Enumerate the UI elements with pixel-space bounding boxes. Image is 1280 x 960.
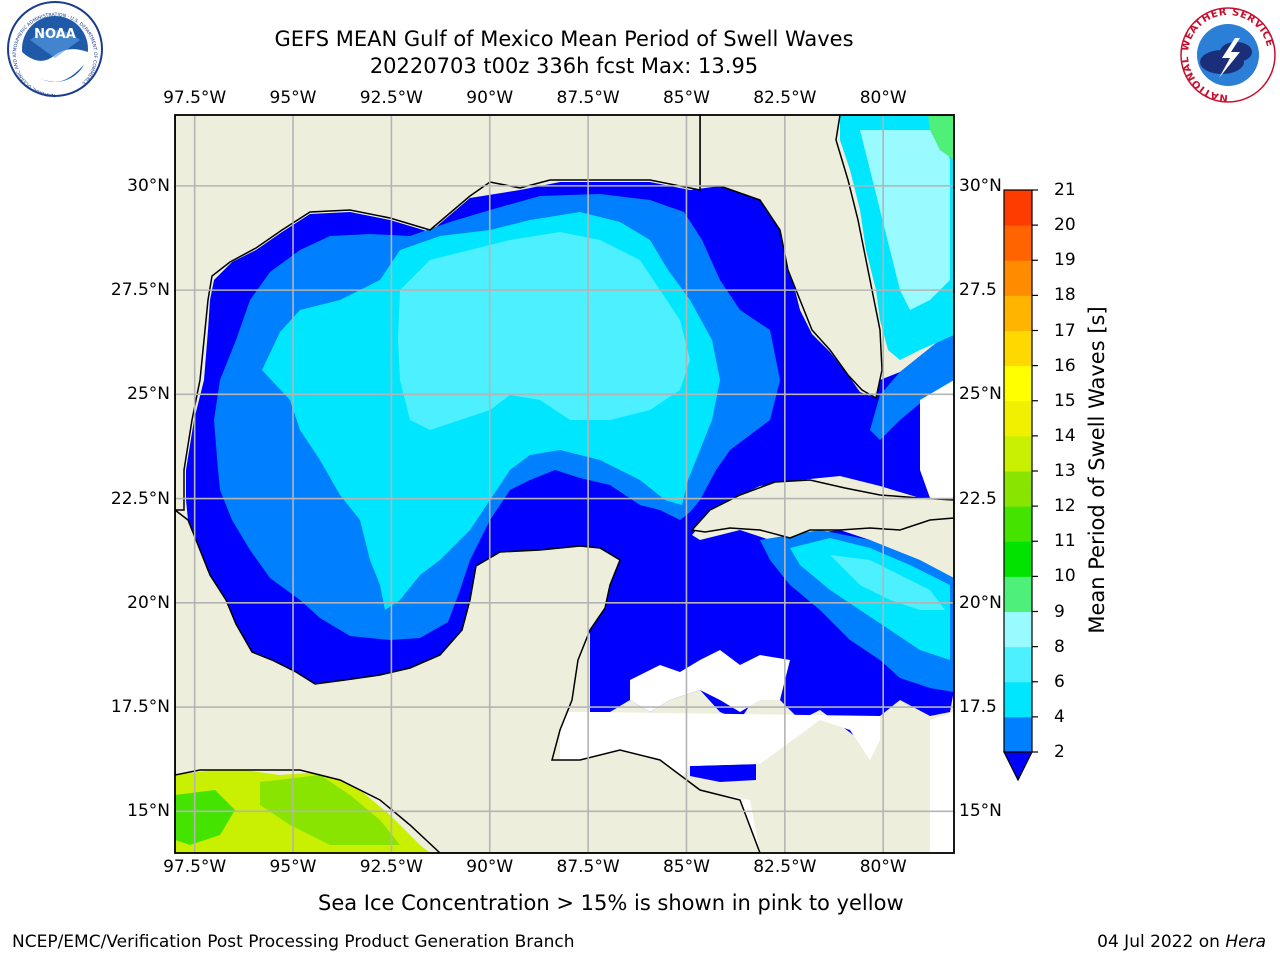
longitude-label: 87.5°W bbox=[556, 857, 620, 877]
colorbar-segment bbox=[1004, 506, 1032, 542]
colorbar-tick-label: 15 bbox=[1054, 390, 1076, 411]
latitude-label-right: 25°N bbox=[959, 384, 1002, 405]
longitude-label: 80°W bbox=[859, 88, 907, 108]
longitude-label: 92.5°W bbox=[359, 857, 423, 877]
latitude-label-right: 20°N bbox=[959, 592, 1002, 613]
longitude-label: 80°W bbox=[859, 857, 907, 877]
footer-branch: NCEP/EMC/Verification Post Processing Pr… bbox=[12, 932, 575, 952]
cuba-land bbox=[690, 479, 954, 539]
longitude-label: 90°W bbox=[466, 88, 514, 108]
north-coast-land bbox=[175, 115, 701, 511]
atlantic-water-green bbox=[928, 115, 954, 160]
colorbar-tick-label: 12 bbox=[1054, 496, 1076, 517]
colorbar-tick-label: 6 bbox=[1054, 671, 1065, 692]
longitude-label: 92.5°W bbox=[359, 88, 423, 108]
colorbar-tick-label: 9 bbox=[1054, 601, 1065, 622]
footer-date: 04 Jul 2022 on Hera bbox=[1097, 932, 1266, 952]
colorbar-tick-label: 13 bbox=[1054, 461, 1076, 481]
colorbar-tick-label: 16 bbox=[1054, 355, 1076, 376]
colorbar-segment bbox=[1004, 330, 1032, 367]
footer-date-text: 04 Jul 2022 on bbox=[1097, 932, 1226, 952]
longitude-label: 90°W bbox=[466, 857, 514, 877]
longitude-label: 95°W bbox=[269, 857, 317, 877]
longitude-label: 95°W bbox=[269, 88, 317, 108]
colorbar-segment bbox=[1004, 435, 1032, 472]
latitude-label: 30°N bbox=[127, 175, 170, 196]
latitude-label-right: 27.5 bbox=[959, 280, 997, 301]
colorbar-tick-label: 21 bbox=[1054, 180, 1076, 200]
no-data-yucatan-channel bbox=[630, 650, 790, 712]
colorbar-segment bbox=[1004, 365, 1032, 402]
colorbar-segment bbox=[1004, 716, 1032, 753]
atlantic-mid bbox=[870, 335, 954, 440]
longitude-label: 97.5°W bbox=[163, 857, 227, 877]
map-area bbox=[175, 115, 954, 853]
latitude-label: 20°N bbox=[127, 592, 170, 613]
colorbar-segment bbox=[1004, 295, 1032, 331]
colorbar-tick-label: 8 bbox=[1054, 636, 1065, 657]
latitude-label-right: 30°N bbox=[959, 175, 1002, 196]
latitude-label: 17.5°N bbox=[110, 697, 170, 718]
colorbar-tick-label: 14 bbox=[1054, 425, 1076, 446]
caribbean-water bbox=[690, 764, 756, 782]
colorbar-label: Mean Period of Swell Waves [s] bbox=[1085, 306, 1109, 634]
colorbar bbox=[1003, 189, 1038, 782]
colorbar-tick-label: 19 bbox=[1054, 250, 1076, 271]
longitude-label: 82.5°W bbox=[753, 88, 817, 108]
colorbar-tick-label: 20 bbox=[1054, 215, 1076, 236]
colorbar-segment bbox=[1004, 541, 1032, 577]
latitude-label: 25°N bbox=[127, 384, 170, 405]
latitude-label: 22.5°N bbox=[110, 488, 170, 509]
latitude-label-right: 22.5 bbox=[959, 488, 997, 509]
no-data-west bbox=[930, 712, 954, 853]
colorbar-tick-label: 18 bbox=[1054, 285, 1076, 306]
longitude-label: 85°W bbox=[662, 88, 710, 108]
colorbar-segment bbox=[1004, 576, 1032, 612]
mexico-land bbox=[175, 509, 761, 853]
map-frame bbox=[174, 114, 955, 854]
latitude-label-right: 15°N bbox=[959, 801, 1002, 822]
map-title: GEFS MEAN Gulf of Mexico Mean Period of … bbox=[274, 27, 854, 51]
longitude-label: 82.5°W bbox=[753, 857, 817, 877]
longitude-label: 87.5°W bbox=[556, 88, 620, 108]
colorbar-under-arrow bbox=[1003, 751, 1033, 782]
gulf-water-lighter bbox=[398, 232, 690, 430]
colorbar-segment bbox=[1004, 225, 1032, 261]
longitude-label: 97.5°W bbox=[163, 88, 227, 108]
colorbar-tick-label: 4 bbox=[1054, 706, 1065, 727]
colorbar-tick-label: 10 bbox=[1054, 566, 1076, 587]
caribbean-lighter bbox=[830, 555, 945, 610]
colorbar-tick-label: 2 bbox=[1054, 742, 1065, 762]
colorbar-segment bbox=[1004, 611, 1032, 648]
latitude-label-right: 17.5 bbox=[959, 697, 997, 718]
svg-text:NOAA: NOAA bbox=[34, 27, 76, 42]
latitude-label: 15°N bbox=[127, 801, 170, 822]
colorbar-segment bbox=[1004, 681, 1032, 718]
caribbean-light bbox=[790, 538, 950, 660]
colorbar-segment bbox=[1004, 190, 1032, 226]
nws-logo: NATIONAL WEATHER SERVICE bbox=[1180, 7, 1276, 103]
pacific-water-green-dark bbox=[175, 790, 235, 845]
no-data-east bbox=[920, 380, 954, 498]
colorbar-segment bbox=[1004, 400, 1032, 437]
pacific-water-green bbox=[260, 775, 400, 845]
map-subtitle: 20220703 t00z 336h fcst Max: 13.95 bbox=[369, 54, 759, 78]
map-grid bbox=[175, 115, 954, 853]
colorbar-segment bbox=[1004, 260, 1032, 296]
colorbar-segment bbox=[1004, 646, 1032, 683]
colorbar-tick-label: 11 bbox=[1054, 531, 1076, 552]
noaa-logo: NOAA NATIONAL OCEANIC AND ATMOSPHERIC AD… bbox=[7, 1, 103, 98]
longitude-label: 85°W bbox=[662, 857, 710, 877]
latitude-label: 27.5°N bbox=[110, 280, 170, 301]
colorbar-segment bbox=[1004, 471, 1032, 507]
footer-host: Hera bbox=[1225, 932, 1266, 952]
sea-ice-note: Sea Ice Concentration > 15% is shown in … bbox=[318, 891, 904, 915]
colorbar-tick-label: 17 bbox=[1054, 320, 1076, 341]
